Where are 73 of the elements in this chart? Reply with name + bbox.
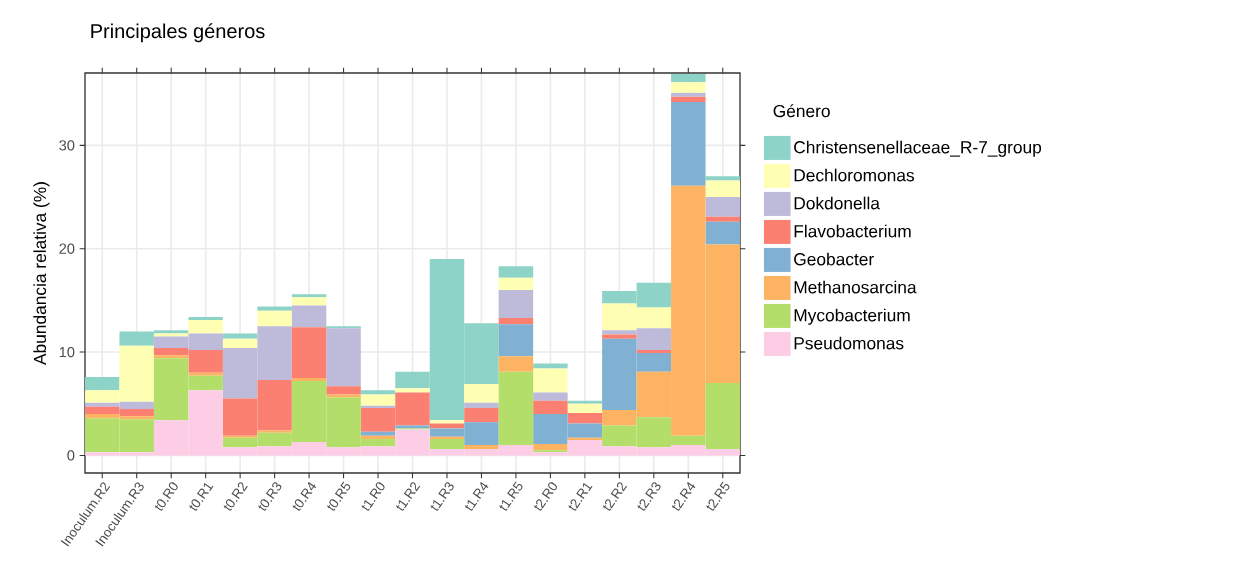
bar: [498, 371, 534, 446]
bar: [705, 197, 741, 217]
bar: [360, 405, 396, 408]
legend-label: Christensenellaceae_R-7_group: [794, 140, 1042, 157]
bar: [360, 394, 396, 406]
y-tick-label: 20: [59, 243, 75, 254]
bar: [533, 368, 568, 393]
bar: [498, 317, 534, 325]
bar: [291, 297, 327, 306]
bar: [671, 82, 706, 93]
bar: [257, 430, 292, 433]
legend-label: Dokdonella: [794, 196, 880, 210]
legend-label: Flavobacterium: [794, 224, 911, 238]
bar: [188, 320, 223, 334]
bar: [395, 388, 430, 393]
bar: [533, 444, 568, 451]
bar: [222, 333, 258, 339]
bar: [153, 355, 189, 359]
legend-label: Dechloromonas: [794, 168, 915, 182]
bar: [291, 327, 327, 378]
bar: [326, 386, 361, 395]
bar: [429, 436, 465, 439]
bar: [567, 400, 603, 404]
bar: [705, 221, 741, 245]
bar: [567, 437, 603, 440]
bar: [498, 277, 534, 291]
legend-label: Pseudomonas: [794, 336, 904, 350]
bar: [257, 310, 292, 327]
y-tick-label: 30: [59, 140, 75, 151]
bar: [671, 96, 706, 102]
bar: [498, 290, 534, 318]
bar: [222, 338, 258, 348]
y-tick-label: 10: [59, 346, 75, 358]
bar: [498, 266, 534, 278]
legend-title: Género: [773, 104, 830, 118]
bar: [222, 435, 258, 438]
bar: [567, 403, 603, 414]
legend-label: Methanosarcina: [794, 280, 917, 294]
bar: [464, 384, 499, 403]
bar: [326, 326, 361, 329]
bar: [429, 420, 465, 424]
bar: [429, 438, 465, 450]
bar: [257, 306, 292, 311]
bar: [360, 431, 396, 436]
bar: [326, 394, 361, 398]
bar: [464, 407, 499, 423]
bar: [464, 402, 499, 408]
bar: [705, 180, 741, 198]
bar: [705, 216, 741, 222]
bar: [498, 356, 534, 372]
bar: [671, 101, 706, 186]
bar: [188, 316, 223, 321]
bar: [671, 74, 706, 83]
bar: [636, 350, 672, 354]
bar: [360, 390, 396, 395]
bar: [498, 324, 534, 357]
bar: [705, 176, 741, 181]
bar: [533, 392, 568, 401]
bar: [188, 372, 223, 376]
y-tick-label: 0: [67, 450, 75, 461]
chart-title: Principales géneros: [91, 23, 265, 43]
bar: [291, 377, 327, 382]
bar: [533, 363, 568, 369]
bar: [291, 294, 327, 298]
legend-label: Geobacter: [794, 252, 874, 266]
bar: [85, 376, 120, 391]
bar: [360, 435, 396, 439]
y-axis-title: Abundancia relativa (%): [33, 182, 50, 365]
bar: [326, 328, 361, 387]
bar: [602, 334, 637, 339]
legend-label: Mycobacterium: [794, 308, 910, 325]
bar: [464, 445, 499, 450]
bar: [671, 92, 706, 97]
